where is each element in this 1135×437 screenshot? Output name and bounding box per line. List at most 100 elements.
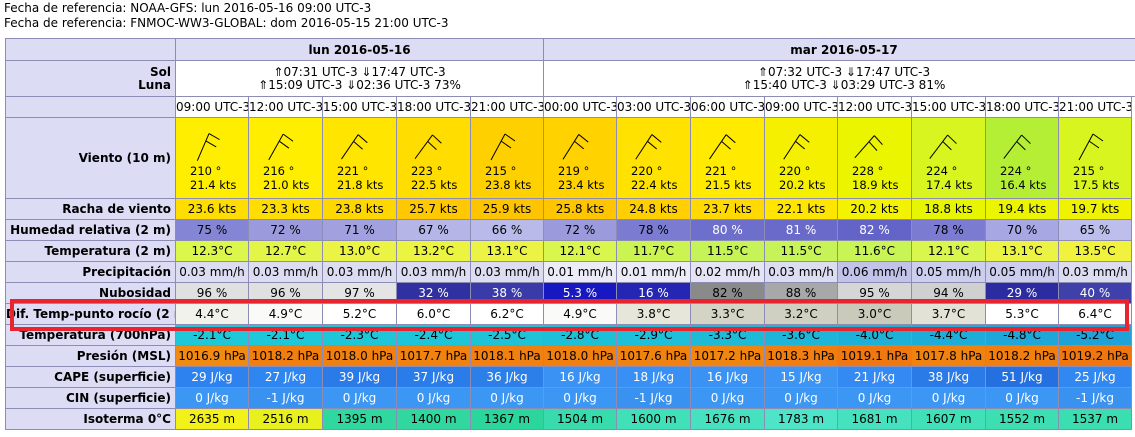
wind-cell: 221 ° 21.8 kts xyxy=(322,117,397,199)
value-cell: -3.3°C xyxy=(690,324,766,346)
sun-moon-cell: ⇑07:31 UTC-3 ⇓17:47 UTC-3 ⇑15:09 UTC-3 ⇓… xyxy=(174,60,545,97)
sun-times: ⇑07:31 UTC-3 ⇓17:47 UTC-3 xyxy=(273,64,446,79)
value-cell: 1017.7 hPa xyxy=(396,345,471,367)
value-cell: 32 % xyxy=(396,282,471,304)
value-cell: 82 % xyxy=(690,282,766,304)
wind-barb-icon xyxy=(1078,133,1104,161)
row-label: Presión (MSL) xyxy=(5,345,176,367)
value-cell: 0 J/kg xyxy=(837,387,913,409)
wind-cell: 221 ° 21.5 kts xyxy=(690,117,766,199)
data-row: Racha de viento 23.6 kts 23.3 kts 23.8 kts 2… xyxy=(5,198,1135,220)
hour-cell: 21:00 UTC-3 xyxy=(469,96,545,118)
value-cell: 0.03 mm/h xyxy=(396,261,471,283)
value-cell: 0.01 mm/h xyxy=(543,261,618,283)
data-row: Temperatura (700hPa) -2.1°C -2.1°C -2.3°C -2… xyxy=(5,324,1135,346)
value-cell: 0.02 mm/h xyxy=(690,261,766,283)
wind-direction: 215 ° xyxy=(1073,164,1105,178)
row-label: CAPE (superficie) xyxy=(5,366,176,388)
value-cell: -1 J/kg xyxy=(1058,387,1133,409)
wind-cell: 220 ° 20.2 kts xyxy=(764,117,839,199)
value-cell: 16 J/kg xyxy=(543,366,618,388)
value-cell: 51 J/kg xyxy=(985,366,1060,388)
wind-direction: 224 ° xyxy=(926,164,958,178)
value-cell: 13.1°C xyxy=(469,240,545,262)
value-cell: 3.7°C xyxy=(911,303,987,325)
value-cell: 12.7°C xyxy=(248,240,323,262)
wind-row: Viento (10 m) 210 ° 21.4 kts 216 ° 21.0 kts 2… xyxy=(5,117,1135,199)
row-label: CIN (superficie) xyxy=(5,387,176,409)
wind-direction: 219 ° xyxy=(558,164,590,178)
value-cell: -1 J/kg xyxy=(248,387,323,409)
wind-direction: 220 ° xyxy=(631,164,663,178)
value-cell: 0.05 mm/h xyxy=(985,261,1060,283)
value-cell: 0.03 mm/h xyxy=(1058,261,1133,283)
wind-speed: 17.4 kts xyxy=(926,178,973,192)
value-cell: 95 % xyxy=(837,282,913,304)
row-label: Nubosidad xyxy=(5,282,176,304)
wind-barb-icon xyxy=(854,135,883,159)
value-cell: 12.1°C xyxy=(543,240,618,262)
value-cell: 70 % xyxy=(985,219,1060,241)
sun-label: Sol xyxy=(150,64,171,79)
wind-cell-content: 224 ° 16.4 kts xyxy=(987,119,1058,198)
value-cell: 0.06 mm/h xyxy=(837,261,913,283)
wind-speed: 21.0 kts xyxy=(263,178,310,192)
value-cell: 1018.2 hPa xyxy=(985,345,1060,367)
wind-cell: 210 ° 21.4 kts xyxy=(175,117,249,199)
moon-times: ⇑15:40 UTC-3 ⇓03:29 UTC-3 81% xyxy=(742,77,946,92)
value-cell: 94 % xyxy=(911,282,987,304)
hour-cell: 09:00 UTC-3 xyxy=(764,96,839,118)
value-cell: 11.5°C xyxy=(690,240,766,262)
forecast-table: lun 2016-05-16 mar 2016-05-17 Sol Luna ⇑… xyxy=(5,38,1135,430)
value-cell: 3.0°C xyxy=(837,303,913,325)
day-header: mar 2016-05-17 xyxy=(543,38,1135,61)
value-cell: 80 % xyxy=(690,219,766,241)
value-cell: 18.8 kts xyxy=(911,198,987,220)
data-row: Isoterma 0°C 2635 m 2516 m 1395 m 1400 m 1367… xyxy=(5,408,1135,430)
value-cell: 38 J/kg xyxy=(911,366,987,388)
value-cell: 81 % xyxy=(764,219,839,241)
value-cell: 0 J/kg xyxy=(911,387,987,409)
wind-cell-content: 224 ° 17.4 kts xyxy=(913,119,985,198)
value-cell: 0.01 mm/h xyxy=(616,261,692,283)
wind-direction: 210 ° xyxy=(190,164,222,178)
value-cell: -2.9°C xyxy=(616,324,692,346)
value-cell: 1018.3 hPa xyxy=(764,345,839,367)
value-cell: 21 J/kg xyxy=(837,366,913,388)
hour-cell: 09:00 UTC-3 xyxy=(175,96,249,118)
wind-cell: 224 ° 16.4 kts xyxy=(985,117,1060,199)
wind-speed: 21.5 kts xyxy=(705,178,752,192)
value-cell: -2.3°C xyxy=(322,324,397,346)
value-cell: 1019.1 hPa xyxy=(837,345,913,367)
value-cell: 0.03 mm/h xyxy=(764,261,839,283)
wind-cell: 215 ° 17.5 kts xyxy=(1058,117,1133,199)
row-label: Humedad relativa (2 m) xyxy=(5,219,176,241)
value-cell: 1016.9 hPa xyxy=(175,345,249,367)
value-cell: -4.4°C xyxy=(911,324,987,346)
value-cell: 0.03 mm/h xyxy=(248,261,323,283)
value-cell: 20.2 kts xyxy=(837,198,913,220)
value-cell: 12.1°C xyxy=(911,240,987,262)
value-cell: 1395 m xyxy=(322,408,397,430)
value-cell: 24.8 kts xyxy=(616,198,692,220)
sun-moon-row: Sol Luna ⇑07:31 UTC-3 ⇓17:47 UTC-3 ⇑15:0… xyxy=(5,60,1135,97)
wind-barb-icon xyxy=(414,134,442,160)
value-cell: 23.8 kts xyxy=(322,198,397,220)
hour-cell: 18:00 UTC-3 xyxy=(985,96,1060,118)
wind-speed: 16.4 kts xyxy=(1000,178,1047,192)
wind-speed: 21.8 kts xyxy=(337,178,384,192)
value-cell: 5.3°C xyxy=(985,303,1060,325)
data-row: CAPE (superficie) 29 J/kg 27 J/kg 39 J/kg 37… xyxy=(5,366,1135,388)
value-cell: 19.4 kts xyxy=(985,198,1060,220)
row-label: Temperatura (700hPa) xyxy=(5,324,176,346)
value-cell: 71 % xyxy=(322,219,397,241)
value-cell: 38 % xyxy=(469,282,545,304)
value-cell: 6.4°C xyxy=(1058,303,1133,325)
value-cell: 1600 m xyxy=(616,408,692,430)
value-cell: 23.3 kts xyxy=(248,198,323,220)
wind-barb-icon xyxy=(490,133,516,161)
value-cell: 16 % xyxy=(616,282,692,304)
value-cell: 13.5°C xyxy=(1058,240,1133,262)
value-cell: 3.2°C xyxy=(764,303,839,325)
hour-cell: 15:00 UTC-3 xyxy=(911,96,987,118)
